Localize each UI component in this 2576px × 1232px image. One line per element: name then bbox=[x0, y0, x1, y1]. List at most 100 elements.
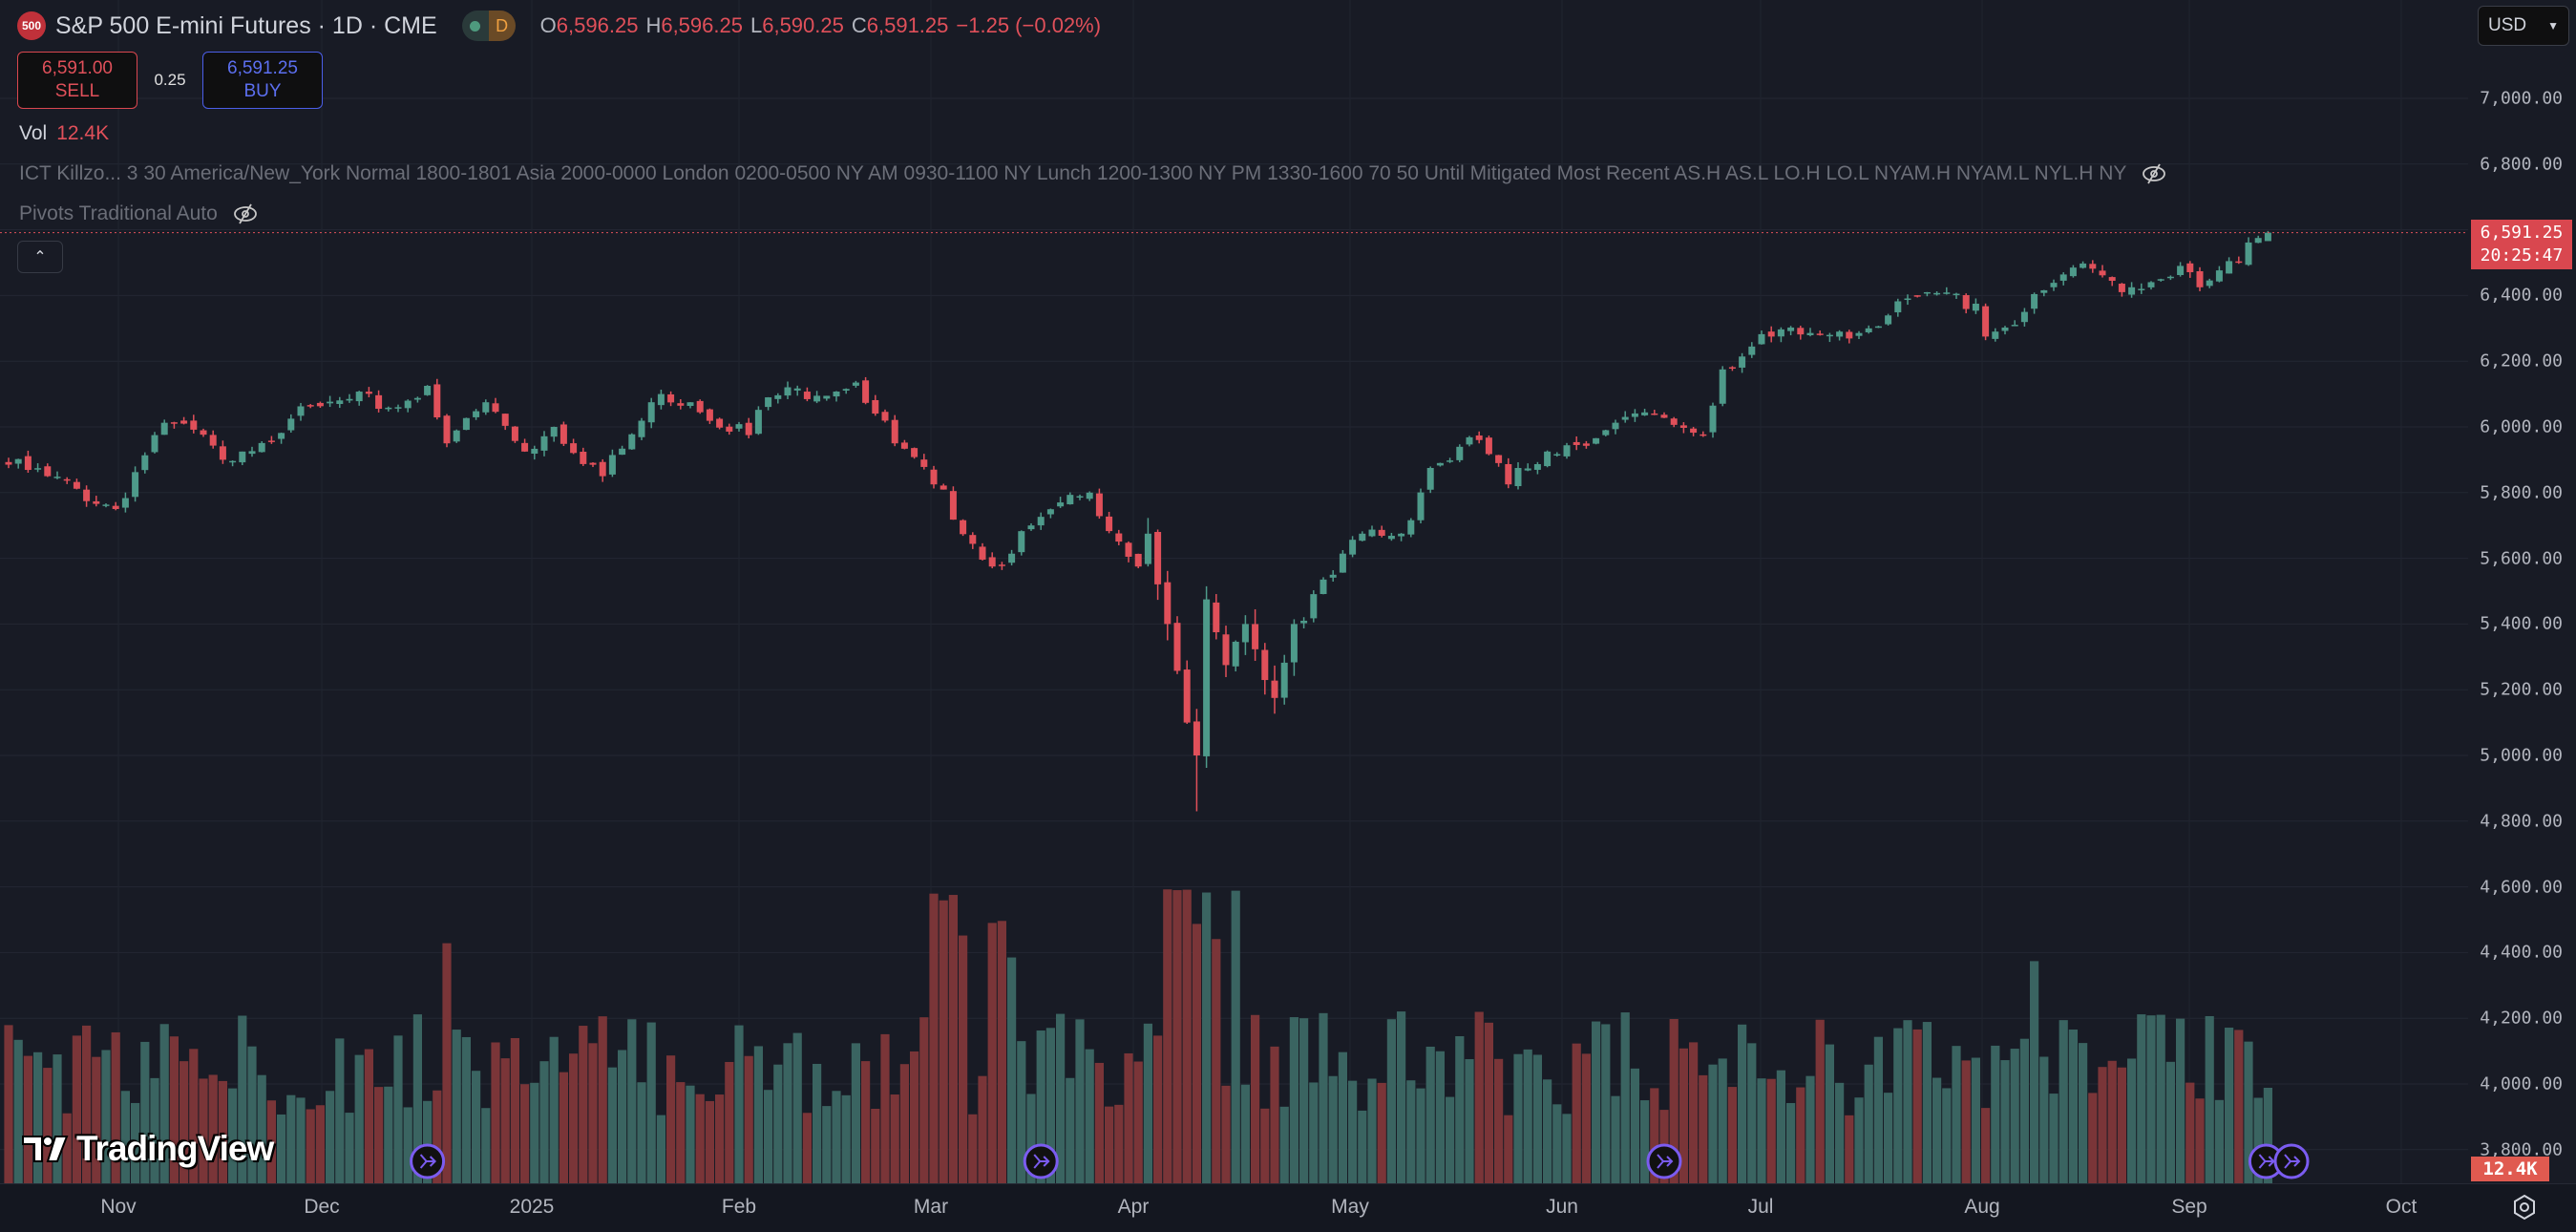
time-axis[interactable]: Nov Dec 2025 Feb Mar Apr May Jun Jul Aug Sep Oct bbox=[0, 1183, 2576, 1232]
volume-bar bbox=[1270, 1046, 1279, 1183]
volume-bar bbox=[1932, 1077, 1942, 1183]
candle-down bbox=[1816, 333, 1824, 335]
price-axis-label: 5,800.00 bbox=[2480, 482, 2563, 503]
candle-down bbox=[1106, 516, 1113, 532]
candle-down bbox=[1164, 582, 1172, 625]
volume-legend[interactable]: Vol 12.4K bbox=[19, 122, 109, 145]
settings-icon[interactable] bbox=[2511, 1194, 2538, 1221]
volume-bar bbox=[919, 1017, 929, 1183]
volume-bar bbox=[374, 1087, 384, 1183]
time-axis-label: 2025 bbox=[509, 1196, 555, 1218]
volume-bar bbox=[1338, 1051, 1347, 1183]
price-axis-label: 5,600.00 bbox=[2480, 548, 2563, 569]
currency-select[interactable]: USD ▼ bbox=[2478, 6, 2569, 46]
candle-down bbox=[1183, 669, 1191, 723]
candle-up bbox=[1076, 496, 1084, 499]
sell-button[interactable]: 6,591.00 SELL bbox=[17, 52, 137, 109]
candle-up bbox=[278, 433, 285, 439]
eye-hidden-icon[interactable] bbox=[231, 202, 260, 225]
candle-up bbox=[1943, 292, 1951, 294]
volume-bar bbox=[472, 1071, 481, 1183]
volume-bar bbox=[861, 1061, 871, 1183]
candle-up bbox=[1144, 533, 1151, 564]
volume-bar bbox=[1504, 1115, 1513, 1183]
candle-up bbox=[1037, 517, 1045, 526]
volume-bar bbox=[978, 1075, 987, 1183]
economic-event-icon[interactable] bbox=[1023, 1143, 1059, 1179]
price-axis[interactable]: 7,000.00 6,800.00 6,400.00 6,200.00 6,000.00… bbox=[2468, 0, 2576, 1183]
price-axis-label: 6,200.00 bbox=[2480, 350, 2563, 372]
candle-up bbox=[1544, 451, 1552, 467]
candle-up bbox=[1407, 520, 1415, 535]
volume-bar bbox=[579, 1026, 588, 1183]
economic-event-icon[interactable] bbox=[2273, 1143, 2310, 1179]
candle-down bbox=[1797, 328, 1805, 335]
candle-up bbox=[1446, 460, 1454, 462]
tradingview-logo[interactable]: TradingView bbox=[21, 1129, 274, 1169]
candle-down bbox=[2099, 270, 2106, 276]
current-price: 6,591.25 bbox=[2480, 223, 2564, 243]
market-status[interactable]: D bbox=[461, 11, 516, 41]
volume-bar bbox=[159, 1024, 169, 1183]
candle-up bbox=[2080, 263, 2087, 268]
candle-up bbox=[1641, 412, 1649, 415]
economic-event-icon[interactable] bbox=[2248, 1143, 2284, 1179]
eye-hidden-icon[interactable] bbox=[2140, 162, 2168, 185]
collapse-legend-button[interactable]: ⌃ bbox=[17, 241, 63, 273]
candle-down bbox=[433, 384, 441, 418]
candle-up bbox=[628, 434, 636, 450]
time-axis-label: Feb bbox=[721, 1196, 757, 1218]
volume-bar bbox=[695, 1094, 705, 1183]
volume-bar bbox=[588, 1043, 598, 1183]
candle-up bbox=[297, 406, 305, 416]
price-chart[interactable] bbox=[0, 0, 2468, 1183]
volume-bar bbox=[1192, 924, 1201, 1183]
volume-bar bbox=[13, 1039, 23, 1183]
volume-bar bbox=[442, 943, 452, 1183]
candle-down bbox=[589, 462, 597, 465]
candle-up bbox=[2040, 289, 2048, 293]
price-axis-label: 7,000.00 bbox=[2480, 88, 2563, 109]
volume-bar bbox=[627, 1019, 637, 1183]
volume-bar bbox=[569, 1053, 579, 1183]
volume-bar bbox=[2253, 1097, 2263, 1183]
candle-down bbox=[677, 403, 685, 406]
candle-up bbox=[852, 382, 859, 386]
volume-bar bbox=[393, 1035, 403, 1183]
candle-up bbox=[121, 498, 129, 508]
current-price-tag: 6,591.25 20:25:47 bbox=[2471, 220, 2572, 269]
volume-bar bbox=[2156, 1014, 2165, 1183]
volume-bar bbox=[656, 1115, 665, 1183]
economic-event-icon[interactable] bbox=[410, 1143, 446, 1179]
candle-up bbox=[657, 393, 665, 406]
candle-up bbox=[1280, 662, 1288, 698]
volume-bar bbox=[1903, 1020, 1912, 1183]
indicator-ict-killzones[interactable]: ICT Killzo... 3 30 America/New_York Norm… bbox=[19, 162, 2168, 185]
candle-down bbox=[1982, 306, 1990, 337]
candle-up bbox=[336, 400, 344, 404]
indicator-pivots[interactable]: Pivots Traditional Auto bbox=[19, 202, 260, 225]
volume-bar bbox=[899, 1064, 909, 1183]
candle-up bbox=[1387, 536, 1395, 540]
candle-up bbox=[1320, 579, 1327, 595]
volume-bar bbox=[1289, 1017, 1299, 1183]
indicator-pivots-text: Pivots Traditional Auto bbox=[19, 202, 218, 224]
buy-button[interactable]: 6,591.25 BUY bbox=[202, 52, 323, 109]
candle-up bbox=[1933, 292, 1941, 295]
price-axis-label: 6,000.00 bbox=[2480, 416, 2563, 437]
volume-bar bbox=[1425, 1046, 1435, 1183]
volume-bar bbox=[33, 1051, 43, 1183]
candle-down bbox=[745, 422, 752, 435]
volume-bar bbox=[939, 900, 948, 1183]
candle-down bbox=[960, 520, 967, 535]
time-axis-label: Apr bbox=[1117, 1196, 1150, 1218]
candle-up bbox=[774, 394, 782, 399]
candle-down bbox=[667, 393, 675, 403]
candle-down bbox=[1660, 414, 1668, 418]
symbol-title[interactable]: S&P 500 E-mini Futures · 1D · CME bbox=[55, 11, 437, 39]
change-value: −1.25 (−0.02%) bbox=[956, 13, 1102, 37]
economic-event-icon[interactable] bbox=[1646, 1143, 1682, 1179]
candle-down bbox=[1679, 425, 1687, 428]
sell-label: SELL bbox=[54, 81, 100, 101]
volume-bar bbox=[2117, 1067, 2126, 1183]
